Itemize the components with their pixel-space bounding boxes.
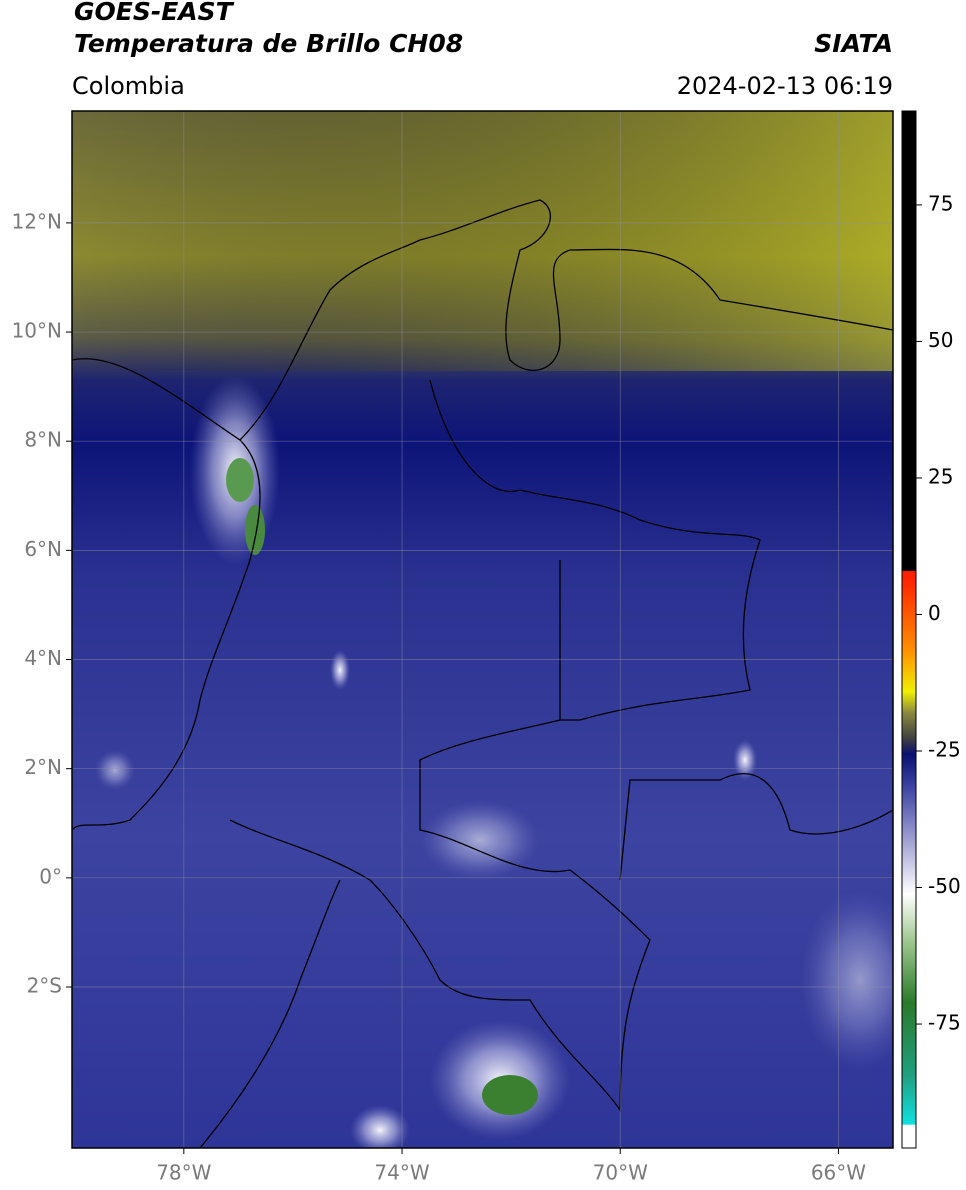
- colorbar-tick-label: 25: [928, 464, 953, 488]
- coastlines: [72, 199, 893, 1148]
- x-tick-label: 74°W: [374, 1161, 429, 1185]
- colorbar-tick-label: -25: [928, 738, 961, 762]
- region: Colombia: [72, 72, 185, 100]
- x-tick-label: 66°W: [811, 1161, 866, 1185]
- colorbar-tick-label: -75: [928, 1011, 961, 1035]
- title-line1: GOES-EAST: [74, 0, 235, 26]
- colorbar-tick-label: 75: [928, 191, 953, 215]
- source: SIATA: [814, 29, 893, 58]
- title-line2: Temperatura de Brillo CH08: [74, 29, 463, 58]
- colorbar: [901, 110, 917, 1149]
- datetime: 2024-02-13 06:19: [677, 72, 893, 100]
- x-tick-label: 70°W: [593, 1161, 648, 1185]
- y-tick-label: 6°N: [24, 537, 62, 561]
- colorbar-tick-label: 0: [928, 601, 941, 625]
- y-tick-label: 10°N: [12, 319, 62, 343]
- satellite-image: [72, 111, 893, 1148]
- y-tick-label: 12°N: [12, 209, 62, 233]
- colorbar-tick-label: 50: [928, 328, 953, 352]
- map-frame: [71, 110, 894, 1149]
- y-tick-label: 2°N: [24, 755, 62, 779]
- y-tick-label: 4°N: [24, 646, 62, 670]
- y-tick-label: 0°: [39, 864, 62, 888]
- y-tick-label: 2°S: [27, 973, 62, 997]
- y-tick-label: 8°N: [24, 428, 62, 452]
- grid: [72, 111, 893, 1148]
- colorbar-tick-label: -50: [928, 874, 961, 898]
- x-tick-label: 78°W: [156, 1161, 211, 1185]
